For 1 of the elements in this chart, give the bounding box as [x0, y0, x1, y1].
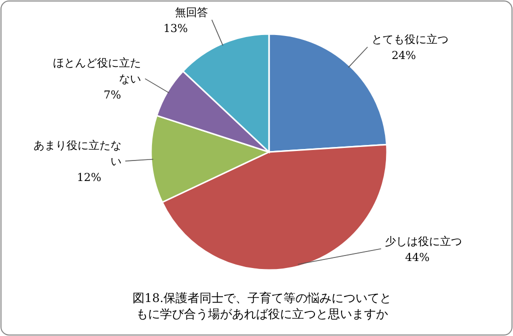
title: 図18.保護者同士で、子育て等の悩みについてともに学び合う場があれば役に立つと思いますか [132, 291, 392, 321]
